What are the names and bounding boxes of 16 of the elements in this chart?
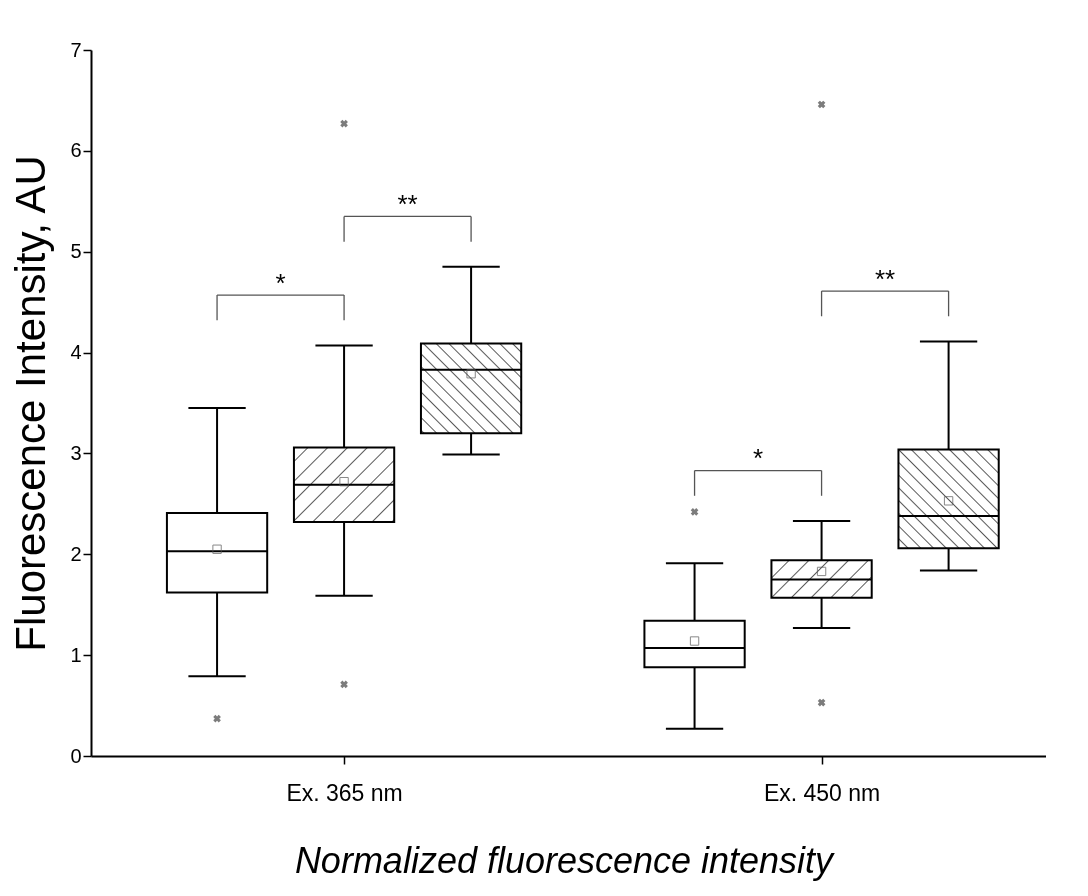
- annotation: *: [275, 267, 286, 298]
- y-tick-label: 6: [70, 139, 82, 162]
- text: Normalized fluorescence intensity: [293, 840, 836, 882]
- annotation: *: [753, 443, 764, 474]
- annotation: **: [874, 263, 896, 294]
- y-tick-label: 4: [70, 341, 82, 364]
- y-tick-label: 0: [70, 744, 82, 767]
- annotation: **: [397, 189, 418, 220]
- y-tick-label: 5: [70, 240, 82, 263]
- y-tick-label: 1: [70, 643, 82, 666]
- y-axis-title: Fluorescence Intensity, AU: [7, 155, 55, 652]
- x-tick-label: Ex. 365 nm: [286, 779, 403, 806]
- y-tick-label: 2: [70, 542, 82, 565]
- x-tick-label: Ex. 450 nm: [763, 779, 881, 806]
- y-tick-label: 3: [70, 441, 82, 464]
- y-tick-label: 7: [70, 38, 82, 61]
